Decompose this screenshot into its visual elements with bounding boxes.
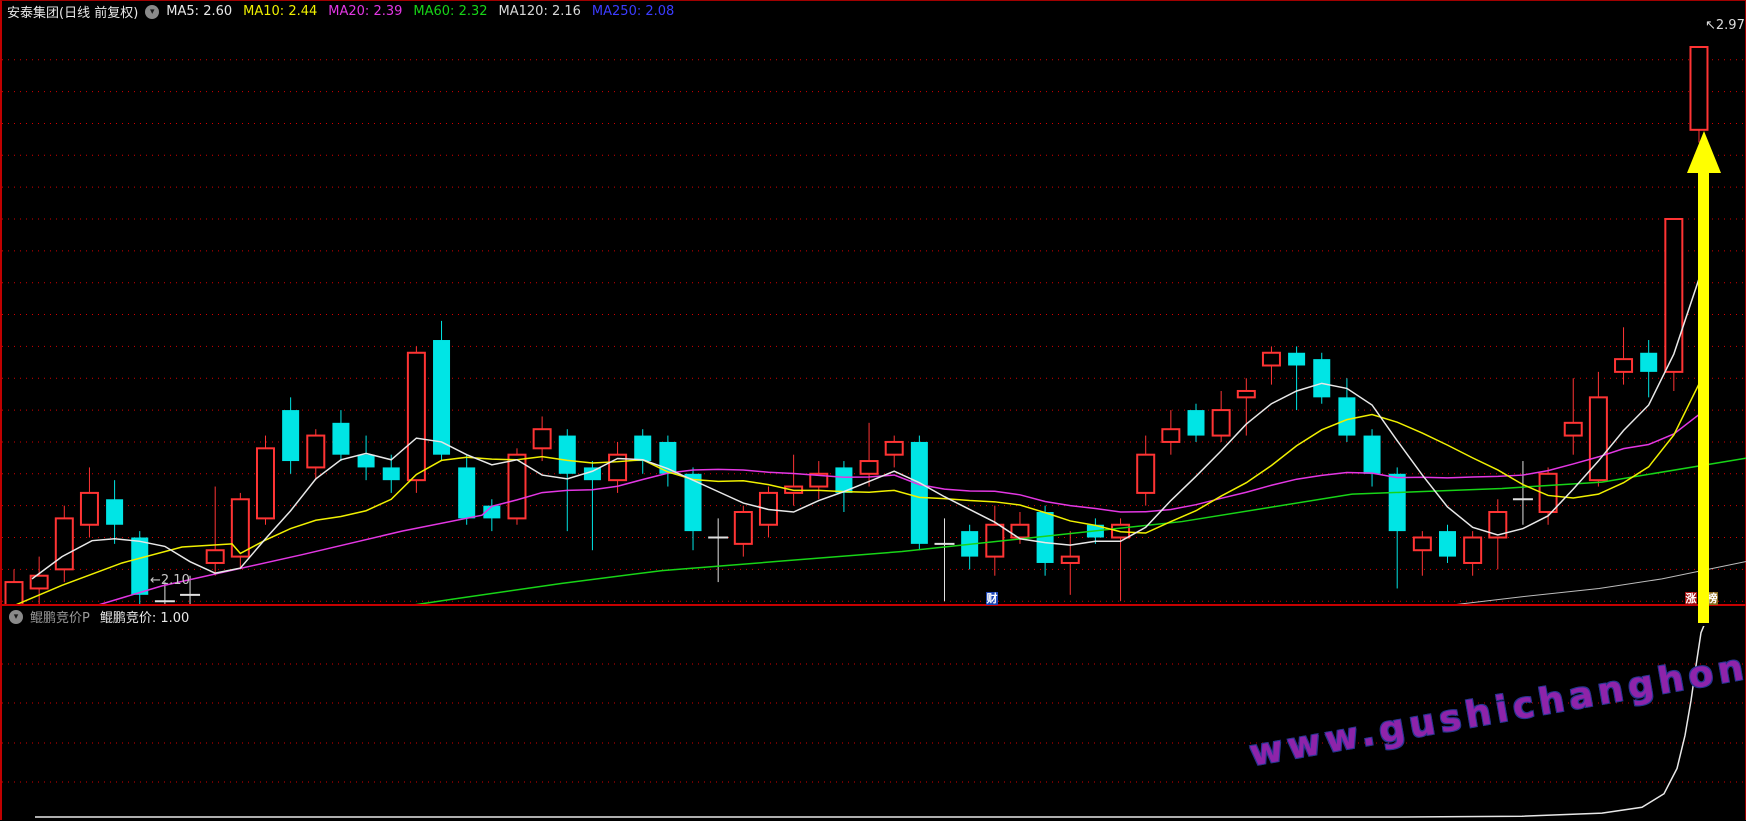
candlestick-chart[interactable] bbox=[2, 21, 1746, 604]
finance-report-badge[interactable]: 财 bbox=[986, 592, 998, 605]
up-arrow-annotation-shaft[interactable] bbox=[1698, 171, 1709, 623]
indicator-panel-header: ▾ 鲲鹏竞价P 鲲鹏竞价: 1.00 bbox=[2, 607, 189, 626]
ma5-readout: MA5: 2.60 bbox=[166, 4, 233, 19]
low-price-label: ←2.10 bbox=[150, 573, 190, 588]
up-arrow-annotation-head[interactable] bbox=[1687, 131, 1721, 173]
indicator-name: 鲲鹏竞价P bbox=[30, 611, 90, 626]
main-chart-header: 安泰集团(日线 前复权) ▾ MA5: 2.60 MA10: 2.44 MA20… bbox=[2, 2, 1745, 21]
ma20-readout: MA20: 2.39 bbox=[328, 4, 403, 19]
ma250-readout: MA250: 2.08 bbox=[591, 4, 675, 19]
last-price-label: ↖2.97 bbox=[1705, 18, 1745, 33]
dragon-list-badge[interactable]: 榜 bbox=[1706, 592, 1718, 605]
chevron-down-icon[interactable]: ▾ bbox=[145, 4, 160, 19]
chevron-down-icon[interactable]: ▾ bbox=[9, 609, 23, 624]
indicator-chart[interactable] bbox=[2, 626, 1746, 821]
limit-up-badge[interactable]: 涨 bbox=[1685, 592, 1697, 605]
indicator-value-readout: 鲲鹏竞价: 1.00 bbox=[99, 611, 190, 626]
ma10-readout: MA10: 2.44 bbox=[243, 4, 318, 19]
panel-divider[interactable] bbox=[2, 604, 1746, 606]
ma120-readout: MA120: 2.16 bbox=[498, 4, 581, 19]
ma60-readout: MA60: 2.32 bbox=[413, 4, 488, 19]
chart-title: 安泰集团(日线 前复权) bbox=[7, 6, 139, 21]
